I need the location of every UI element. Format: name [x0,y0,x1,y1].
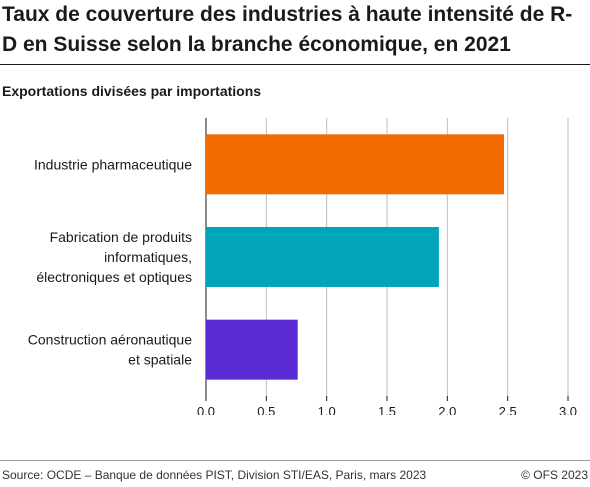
x-tick-label: 3,0 [559,404,577,415]
x-tick-label: 1,0 [318,404,336,415]
bar [206,134,505,195]
x-tick-label: 2,5 [499,404,517,415]
category-label: Industrie pharmaceutique [34,156,192,172]
category-label: électroniques et optiques [36,269,192,285]
bar [206,227,439,287]
x-tick-label: 2,0 [438,404,456,415]
chart-subtitle: Exportations divisées par importations [2,83,262,99]
category-label: Fabrication de produits [50,229,192,245]
source-note: Source: OCDE – Banque de données PIST, D… [2,468,427,482]
x-tick-label: 1,5 [378,404,396,415]
x-tick-label: 0,5 [257,404,275,415]
bar-chart: 0,0 0,5 1,0 1,5 2,0 2,5 3,0 Industrie pharmaceu… [28,118,577,415]
copyright-note: © OFS 2023 [521,468,588,482]
category-label: et spatiale [128,352,192,368]
title-divider [0,64,590,65]
chart-title: Taux de couverture des industries à haut… [2,3,573,56]
bar [206,319,298,380]
category-label: Construction aéronautique [28,332,192,348]
footer-divider [0,460,590,461]
x-tick-label: 0,0 [197,404,215,415]
category-label: informatiques, [104,249,192,265]
